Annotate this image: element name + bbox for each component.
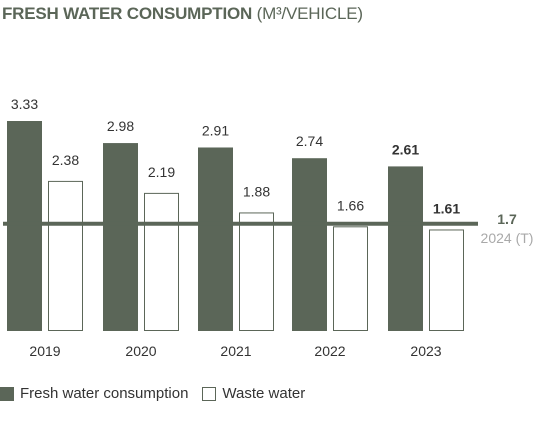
target-label: 1.7 (497, 211, 517, 227)
legend-swatch-waste (202, 386, 217, 401)
legend: Fresh water consumption Waste water (0, 385, 319, 402)
label-fresh-2022: 2.74 (296, 133, 323, 149)
tick-label-2023: 2023 (410, 343, 441, 359)
legend-label-fresh: Fresh water consumption (20, 385, 189, 402)
label-waste-2022: 1.66 (337, 197, 364, 213)
legend-item-fresh: Fresh water consumption (0, 385, 188, 402)
label-waste-2021: 1.88 (243, 183, 270, 199)
bar-waste-2021 (239, 212, 274, 331)
bar-fresh-2022 (292, 158, 327, 331)
bar-fresh-2023 (388, 166, 423, 331)
legend-label-waste: Waste water (222, 385, 306, 402)
bar-waste-2019 (48, 180, 83, 331)
chart-title-main: FRESH WATER CONSUMPTION (2, 4, 253, 23)
target-sublabel: 2024 (T) (481, 230, 534, 246)
tick-label-2020: 2020 (125, 343, 156, 359)
bar-waste-2020 (144, 192, 179, 331)
label-fresh-2023: 2.61 (392, 141, 419, 157)
legend-swatch-fresh (0, 386, 14, 401)
label-fresh-2020: 2.98 (107, 118, 134, 134)
label-waste-2023: 1.61 (433, 200, 460, 216)
chart-title: FRESH WATER CONSUMPTION (M³/VEHICLE) (2, 4, 363, 24)
bar-waste-2023 (429, 229, 464, 332)
label-fresh-2021: 2.91 (202, 122, 229, 138)
bar-fresh-2019 (7, 121, 42, 331)
chart-title-unit: (M³/VEHICLE) (256, 4, 363, 23)
label-fresh-2019: 3.33 (11, 96, 38, 112)
label-waste-2019: 2.38 (52, 152, 79, 168)
tick-label-2019: 2019 (29, 343, 60, 359)
legend-item-waste: Waste water (202, 385, 305, 402)
bar-waste-2022 (333, 226, 368, 332)
label-waste-2020: 2.19 (148, 164, 175, 180)
bar-fresh-2021 (198, 147, 233, 331)
bar-chart: 3.33 2.38 2019 2.98 2.19 2020 2.91 1.88 2021 2.74… (3, 96, 534, 359)
tick-label-2022: 2022 (314, 343, 345, 359)
tick-label-2021: 2021 (220, 343, 251, 359)
bar-fresh-2020 (103, 143, 138, 331)
